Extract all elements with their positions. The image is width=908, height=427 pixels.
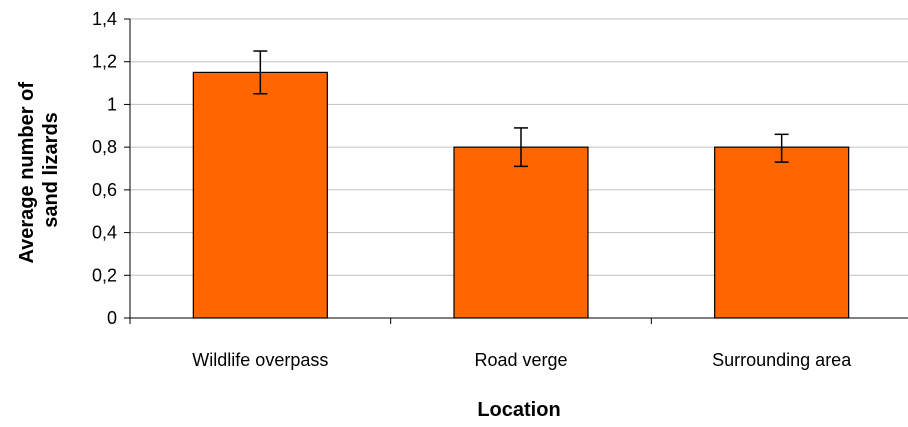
bar: [192, 71, 328, 319]
y-tick-label: 0,4: [92, 223, 117, 243]
y-tick-label: 1: [107, 94, 117, 114]
y-tick-label: 0,8: [92, 137, 117, 157]
y-tick-label: 1,4: [92, 9, 117, 29]
bar: [714, 146, 850, 319]
axes: [124, 18, 908, 324]
x-axis-title: Location: [477, 399, 560, 421]
y-axis-title-line-2: sand lizards: [40, 112, 62, 228]
y-tick-label: 0: [107, 308, 117, 328]
bar: [453, 146, 589, 319]
y-axis-title: Average number of sand lizards: [16, 76, 62, 263]
y-tick-label: 0,2: [92, 265, 117, 285]
x-tick-label: Road verge: [474, 350, 567, 370]
y-axis-title-line-1: Average number of: [16, 82, 38, 264]
x-tick-label: Surrounding area: [712, 350, 852, 370]
y-tick-label: 1,2: [92, 52, 117, 72]
error-bars: [253, 50, 789, 168]
y-tick-label: 0,6: [92, 180, 117, 200]
labels: Location Average number of sand lizards …: [16, 9, 852, 421]
bars: [192, 71, 850, 319]
x-tick-label: Wildlife overpass: [192, 350, 328, 370]
